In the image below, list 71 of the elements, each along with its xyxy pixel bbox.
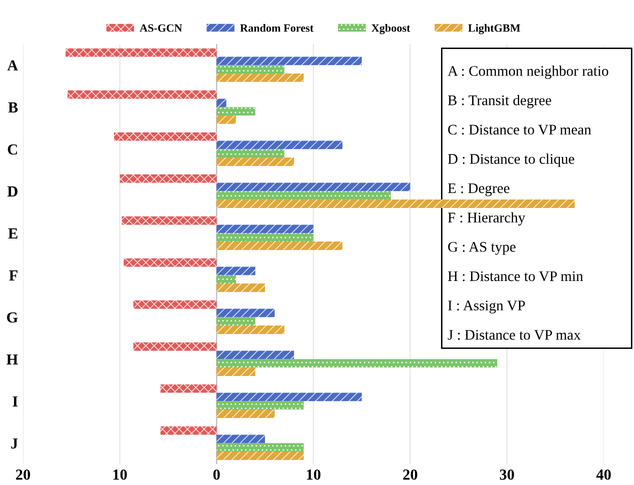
y-tick-label: F bbox=[9, 270, 18, 280]
bar bbox=[68, 90, 217, 99]
legend-label: Random Forest bbox=[240, 24, 314, 32]
x-tick-label: 20 bbox=[16, 469, 30, 480]
bar bbox=[216, 200, 575, 208]
bar bbox=[216, 443, 304, 452]
bar bbox=[216, 56, 362, 66]
bar bbox=[216, 368, 256, 376]
bar bbox=[216, 74, 304, 82]
x-tick-label: 20 bbox=[403, 469, 418, 480]
bar bbox=[124, 258, 217, 267]
bar bbox=[216, 359, 498, 368]
bar bbox=[216, 410, 275, 418]
annotation: C : Distance to VP mean bbox=[448, 124, 592, 135]
bar bbox=[216, 434, 265, 444]
bar bbox=[133, 342, 217, 351]
bar bbox=[216, 224, 314, 234]
bar bbox=[216, 107, 256, 116]
annotation: D : Distance to clique bbox=[448, 154, 574, 167]
bar bbox=[114, 132, 217, 141]
bar bbox=[160, 384, 217, 393]
bar bbox=[216, 284, 265, 292]
x-tick-label: 0 bbox=[213, 469, 220, 480]
bar bbox=[216, 326, 284, 334]
x-tick-label: 10 bbox=[306, 469, 320, 480]
x-tick-label: 30 bbox=[500, 469, 514, 480]
bar bbox=[216, 182, 410, 192]
y-tick-label: H bbox=[6, 354, 18, 364]
bar bbox=[120, 174, 217, 183]
bar bbox=[122, 216, 217, 225]
annotation: F : Hierarchy bbox=[448, 212, 526, 226]
y-tick-label: C bbox=[8, 144, 17, 155]
y-tick-label: A bbox=[7, 60, 18, 70]
bar bbox=[216, 65, 284, 74]
bar bbox=[216, 116, 236, 124]
annotation: G : AS type bbox=[448, 242, 516, 255]
bar bbox=[216, 317, 256, 326]
x-tick-label: 10 bbox=[113, 469, 127, 480]
annotation: E : Degree bbox=[448, 183, 510, 196]
bar bbox=[216, 191, 391, 200]
bar bbox=[216, 98, 226, 108]
annotation: J : Distance to VP max bbox=[448, 330, 581, 340]
y-tick-label: I bbox=[12, 396, 18, 406]
bar bbox=[216, 140, 342, 150]
bar bbox=[216, 158, 294, 166]
bar bbox=[133, 300, 217, 309]
y-tick-label: B bbox=[8, 102, 18, 112]
bar bbox=[160, 426, 217, 435]
bar bbox=[216, 452, 304, 460]
annotation: B : Transit degree bbox=[448, 94, 552, 108]
bar bbox=[66, 48, 217, 57]
annotation: H : Distance to VP min bbox=[448, 271, 584, 282]
bar bbox=[216, 350, 294, 360]
legend-label: Xgboost bbox=[372, 24, 410, 34]
legend-label: LightGBM bbox=[468, 24, 520, 34]
bar bbox=[216, 242, 342, 250]
bar bbox=[216, 392, 362, 402]
bar bbox=[216, 266, 256, 276]
bar bbox=[216, 275, 236, 284]
y-tick-label: G bbox=[7, 312, 18, 323]
y-tick-label: E bbox=[8, 228, 18, 238]
annotation: I : Assign VP bbox=[448, 300, 525, 314]
bar bbox=[216, 149, 284, 158]
legend-label: AS-GCN bbox=[140, 24, 182, 32]
bar bbox=[216, 308, 275, 318]
bar bbox=[216, 401, 304, 410]
y-tick-label: D bbox=[7, 186, 18, 196]
x-tick-label: 40 bbox=[596, 469, 611, 480]
bar bbox=[216, 233, 314, 242]
y-tick-label: J bbox=[11, 438, 18, 449]
annotation: A : Common neighbor ratio bbox=[448, 66, 608, 79]
